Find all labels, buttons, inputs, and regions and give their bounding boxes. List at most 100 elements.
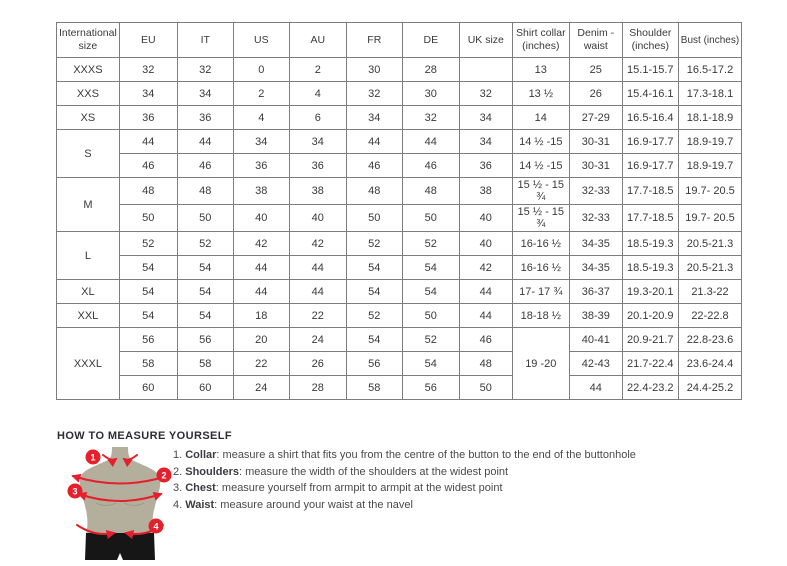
- table-row: XXL 54 54 18 22 52 50 44 18-18 ½ 38-39 20.1-20.9 22…: [56, 303, 743, 328]
- table-cell: 58: [345, 375, 403, 400]
- table-cell: 32: [118, 57, 178, 82]
- collar-arrow: [102, 454, 118, 468]
- table-cell: 30-31: [568, 153, 623, 178]
- table-cell: 34: [232, 129, 290, 154]
- table-cell: 44: [118, 129, 178, 154]
- svg-text:4: 4: [153, 521, 158, 531]
- table-cell: 15 ½ - 15 ¾: [511, 204, 570, 232]
- column-header: Shirt collar (inches): [511, 22, 570, 58]
- table-cell: 30: [345, 57, 403, 82]
- table-cell: 23.6-24.4: [677, 351, 743, 376]
- table-cell: 52: [345, 303, 403, 328]
- badge-4: 4: [148, 518, 164, 534]
- table-header-row: International size EU IT US AU FR DE UK size Shi…: [56, 22, 743, 58]
- step-text: : measure yourself from armpit to armpit…: [215, 482, 503, 494]
- table-cell: 22.4-23.2: [621, 375, 679, 400]
- table-cell: 18: [232, 303, 290, 328]
- table-cell: 22: [288, 303, 347, 328]
- table-cell: 42: [288, 231, 347, 256]
- table-row: 58 58 22 26 56 54 48 42-43 21.7-22.4 23.6-24.4: [57, 351, 743, 376]
- table-cell: 42: [458, 255, 513, 280]
- table-cell: 27-29: [568, 105, 623, 130]
- table-cell: S: [56, 129, 120, 178]
- table-cell: 21.3-22: [677, 279, 743, 304]
- table-cell: 18.1-18.9: [677, 105, 743, 130]
- table-cell: 38: [458, 177, 513, 205]
- table-cell: 4: [288, 81, 347, 106]
- table-cell: 38: [232, 177, 290, 205]
- table-cell: 2: [288, 57, 347, 82]
- table-row: 46 46 36 36 46 46 36 14 ½ -15 30-31 16.9-17.7 18.9…: [57, 153, 743, 178]
- table-row: S 44 44 34 34 44 44 34 14 ½ -15 30-31 16.9-17.7 18.…: [56, 129, 743, 178]
- table-cell: 18.5-19.3: [621, 231, 679, 256]
- table-cell: 56: [118, 327, 178, 352]
- table-cell: 54: [118, 279, 178, 304]
- table-cell: 6: [288, 105, 347, 130]
- table-cell: 58: [118, 351, 178, 376]
- table-cell: 17.7-18.5: [621, 204, 679, 232]
- table-cell: 52: [176, 231, 234, 256]
- table-cell: 18-18 ½: [511, 303, 570, 328]
- table-cell: 58: [176, 351, 234, 376]
- table-cell: 52: [345, 231, 403, 256]
- table-cell: 17- 17 ¾: [511, 279, 570, 304]
- table-cell: 40: [232, 204, 290, 232]
- measure-step-waist: 4. Waist: measure around your waist at t…: [173, 498, 636, 512]
- badge-3: 3: [67, 483, 83, 499]
- step-number: 2.: [173, 465, 186, 478]
- table-cell: 26: [568, 81, 623, 106]
- table-cell: 15.4-16.1: [621, 81, 679, 106]
- table-cell: XXXS: [56, 57, 120, 82]
- table-row: 60 60 24 28 58 56 50 44 22.4-23.2 24.4-25.2: [57, 375, 743, 400]
- table-cell: 2: [232, 81, 290, 106]
- step-label: Chest: [185, 482, 216, 494]
- table-cell: 44: [458, 279, 513, 304]
- how-to-measure-title: HOW TO MEASURE YOURSELF: [57, 430, 233, 442]
- table-cell: 32: [401, 105, 460, 130]
- table-cell: 15.1-15.7: [621, 57, 679, 82]
- table-cell: 32: [176, 57, 234, 82]
- table-cell: 22.8-23.6: [677, 327, 743, 352]
- step-label: Waist: [185, 498, 215, 511]
- table-cell: 24.4-25.2: [677, 375, 743, 400]
- table-cell: XXS: [56, 81, 120, 106]
- table-cell: 28: [401, 57, 460, 82]
- table-cell: 54: [345, 327, 403, 352]
- table-cell: 16.5-16.4: [621, 105, 679, 130]
- column-header: IT: [176, 22, 234, 58]
- table-cell: 36: [176, 105, 234, 130]
- table-cell: 14 ½ -15: [511, 153, 570, 178]
- table-row: 54 54 44 44 54 54 42 16-16 ½ 34-35 18.5-19.3 20.5-…: [57, 255, 743, 280]
- table-cell: 60: [176, 375, 234, 400]
- table-cell: 22-22.8: [677, 303, 743, 328]
- table-row: XXS 34 34 2 4 32 30 32 13 ½ 26 15.4-16.1 17.3-18.1: [56, 81, 743, 106]
- table-cell: 52: [401, 231, 460, 256]
- badge-2: 2: [156, 467, 172, 483]
- table-cell: 18.5-19.3: [621, 255, 679, 280]
- table-cell: 20: [232, 327, 290, 352]
- table-cell: 34: [118, 81, 178, 106]
- table-cell: 60: [118, 375, 178, 400]
- step-label: Shoulders: [185, 465, 240, 478]
- table-cell: 17.7-18.5: [621, 177, 679, 205]
- table-cell: 18.9-19.7: [677, 153, 743, 178]
- table-cell: 38-39: [568, 303, 623, 328]
- column-header: FR: [345, 22, 403, 58]
- table-cell: 20.5-21.3: [677, 231, 743, 256]
- table-cell: 42: [232, 231, 290, 256]
- table-cell: 20.9-21.7: [621, 327, 679, 352]
- table-cell: 50: [458, 375, 513, 400]
- table-cell: 32-33: [568, 177, 623, 205]
- measure-step-chest: 3. Chest: measure yourself from armpit t…: [173, 482, 636, 495]
- table-cell: 46: [401, 153, 460, 178]
- table-row: XXXL 56 56 20 24 54 52 46 19 -20 40-41 20.9-21.7 22…: [56, 327, 743, 400]
- column-header: US: [232, 22, 290, 58]
- table-row: XS 36 36 4 6 34 32 34 14 27-29 16.5-16.4 18.1-18.9: [56, 105, 743, 130]
- table-cell: 16-16 ½: [511, 255, 570, 280]
- table-cell: M: [56, 177, 120, 232]
- table-cell: 24: [288, 327, 347, 352]
- svg-text:1: 1: [90, 452, 95, 462]
- collar-arrow: [122, 454, 138, 468]
- table-cell: 56: [401, 375, 460, 400]
